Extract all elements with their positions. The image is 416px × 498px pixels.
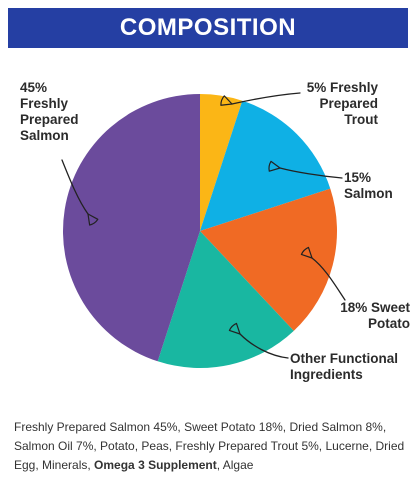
page-title: COMPOSITION — [119, 14, 297, 41]
slice-trout — [200, 94, 243, 231]
label-trout: 5% Freshly Prepared Trout — [296, 80, 378, 128]
label-trout-line-2: Prepared — [319, 96, 378, 111]
pointer-fresh-salmon-arrowhead — [87, 213, 99, 226]
slice-fresh-salmon — [62, 94, 201, 362]
pointer-salmon-arrowhead — [268, 160, 281, 172]
label-other-line-2: Ingredients — [290, 367, 363, 382]
label-sweet-potato: 18% Sweet Potato — [325, 300, 410, 332]
label-fresh-salmon-line-2: Freshly — [20, 96, 69, 111]
pointer-fresh-salmon-line — [61, 159, 89, 215]
slice-salmon — [200, 100, 331, 231]
label-fresh-salmon-line-3: Prepared — [20, 112, 79, 127]
ingredients-highlight: Omega 3 Supplement — [94, 458, 217, 472]
label-fresh-salmon-line-1: 45% — [20, 80, 48, 95]
pointer-trout-line — [231, 92, 301, 105]
pointer-other-arrowhead — [228, 322, 241, 335]
pointer-sweet-potato-line — [311, 257, 346, 301]
pointer-salmon-line — [279, 167, 343, 179]
title-banner: COMPOSITION — [8, 8, 408, 48]
label-salmon: 15% Salmon — [344, 170, 393, 202]
slice-other-functional — [157, 231, 294, 369]
ingredients-list: Freshly Prepared Salmon 45%, Sweet Potat… — [14, 418, 406, 475]
label-salmon-line-1: 15% — [344, 170, 372, 185]
label-salmon-line-2: Salmon — [344, 186, 393, 201]
pointer-other-line — [239, 333, 289, 359]
label-other-line-1: Other Functional — [290, 351, 398, 366]
label-fresh-salmon: 45% Freshly Prepared Salmon — [20, 80, 79, 144]
label-sweet-potato-line-1: 18% Sweet — [340, 300, 410, 315]
label-other: Other Functional Ingredients — [290, 351, 398, 383]
label-trout-line-3: Trout — [344, 112, 378, 127]
ingredients-text: Freshly Prepared Salmon 45%, Sweet Potat… — [14, 420, 405, 472]
ingredients-text-end: , Algae — [216, 458, 254, 472]
pointer-sweet-potato-arrowhead — [300, 246, 313, 259]
slice-sweet-potato — [200, 188, 337, 331]
label-trout-line-1: 5% Freshly — [306, 80, 378, 95]
label-sweet-potato-line-2: Potato — [368, 316, 410, 331]
label-fresh-salmon-line-4: Salmon — [20, 128, 69, 143]
pie-chart — [61, 92, 346, 369]
pointer-trout-arrowhead — [220, 95, 233, 106]
